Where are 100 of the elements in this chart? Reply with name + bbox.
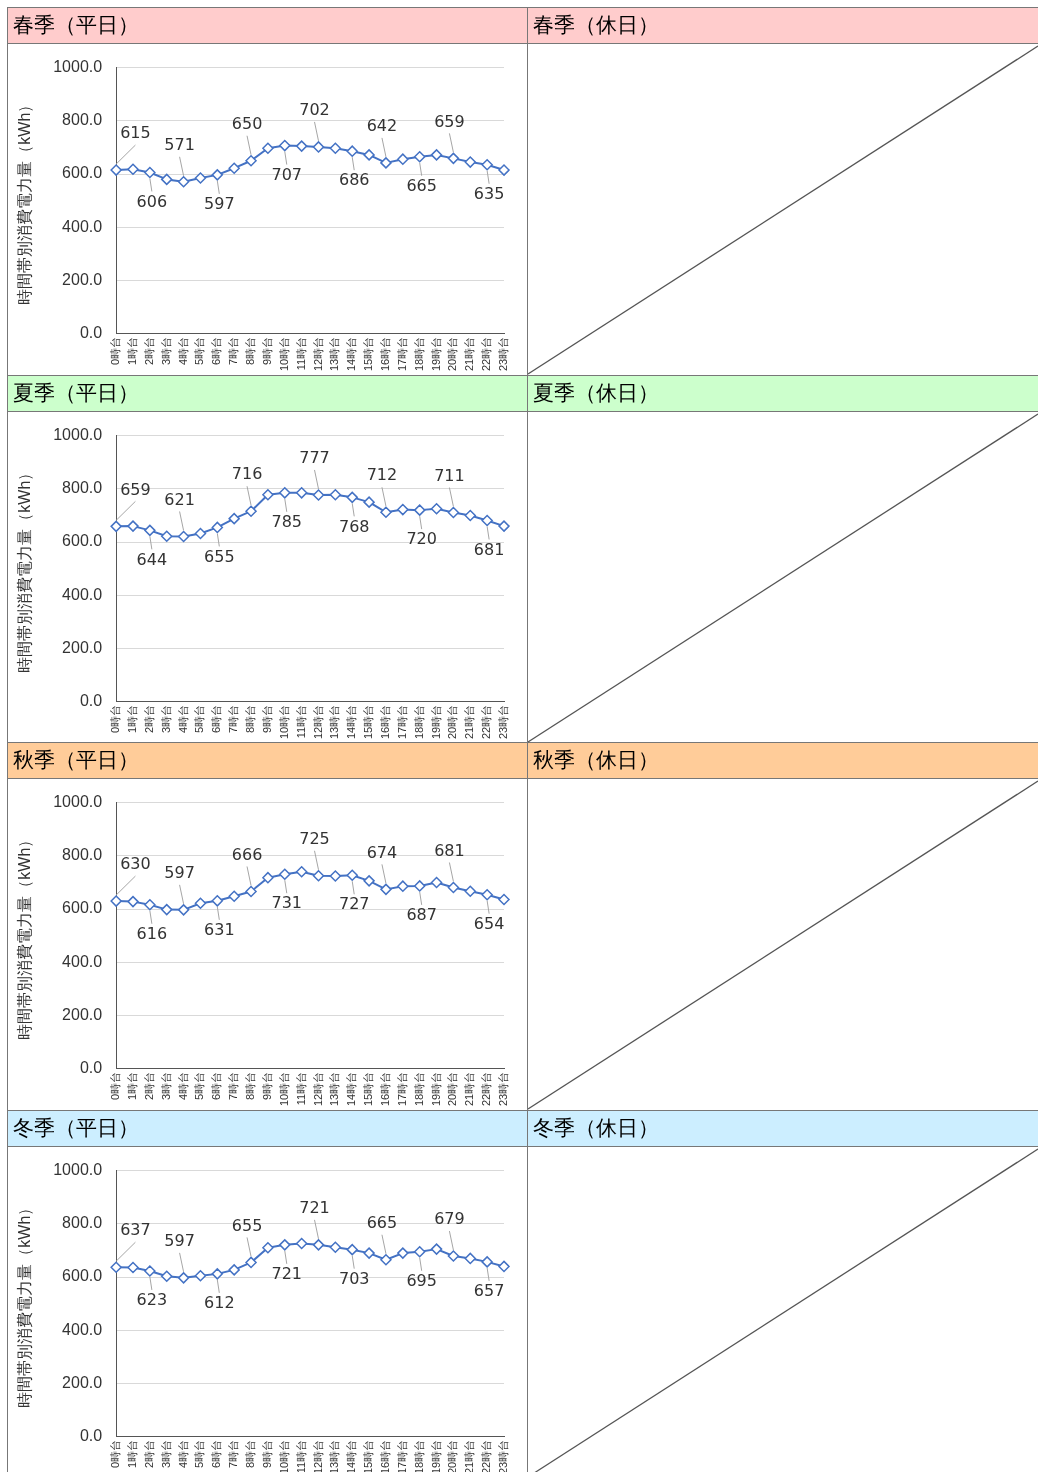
x-tick-label: 15時台: [362, 704, 375, 739]
x-tick-label: 9時台: [260, 336, 273, 365]
x-tick-label: 9時台: [260, 1439, 273, 1468]
x-tick-label: 11時台: [294, 1071, 307, 1106]
data-label: 597: [204, 194, 235, 214]
x-tick-label: 1時台: [126, 1439, 139, 1468]
data-label: 681: [473, 539, 505, 559]
x-tick-label: 6時台: [210, 1071, 223, 1100]
data-label: 655: [231, 1215, 263, 1235]
x-tick-label: 12時台: [311, 1439, 324, 1472]
data-label: 785: [271, 511, 303, 531]
x-tick-label: 13時台: [328, 1439, 341, 1472]
chart-title: 夏季（平日）: [8, 375, 527, 412]
x-tick-label: 21時台: [463, 704, 476, 739]
x-tick-label: 10時台: [277, 1071, 290, 1107]
y-tick-label: 1000.0: [53, 1160, 103, 1178]
x-tick-label: 22時台: [480, 704, 493, 739]
data-label: 725: [299, 828, 330, 848]
x-tick-label: 3時台: [159, 704, 172, 733]
x-tick-label: 9時台: [260, 704, 273, 733]
data-label: 655: [204, 546, 235, 566]
y-tick-label: 400.0: [62, 1320, 103, 1338]
x-tick-label: 16時台: [378, 704, 391, 739]
data-label: 720: [406, 528, 437, 548]
x-tick-label: 16時台: [378, 1071, 391, 1107]
x-tick-label: 19時台: [429, 704, 442, 739]
x-tick-label: 4時台: [176, 1439, 189, 1468]
data-label: 650: [231, 113, 263, 133]
x-tick-label: 18時台: [412, 1071, 425, 1107]
x-tick-label: 3時台: [159, 1439, 172, 1468]
data-label: 721: [271, 1263, 303, 1283]
chart-title: 秋季（平日）: [8, 743, 527, 779]
chart-title: 春季（平日）: [8, 8, 527, 44]
text: 夏季（休日）: [528, 375, 1038, 412]
data-label: 674: [366, 842, 398, 862]
x-tick-label: 0時台: [109, 1071, 122, 1100]
x-tick-label: 17時台: [395, 336, 408, 372]
data-label: 711: [434, 465, 465, 485]
data-label: 597: [164, 1230, 195, 1250]
data-label: 644: [136, 549, 168, 569]
data-label: 659: [120, 479, 151, 499]
y-axis-title: 時間帯別消費電力量（kWh）: [16, 1199, 34, 1408]
x-tick-label: 14時台: [345, 1071, 358, 1107]
y-tick-label: 800.0: [62, 478, 103, 496]
y-tick-label: 400.0: [62, 217, 103, 235]
x-tick-label: 9時台: [260, 1071, 273, 1100]
text: 秋季（休日）: [528, 743, 1038, 779]
x-tick-label: 6時台: [210, 336, 223, 365]
y-tick-label: 0.0: [79, 1059, 103, 1077]
data-label: 681: [434, 840, 465, 860]
y-tick-label: 200.0: [62, 638, 103, 656]
x-tick-label: 16時台: [378, 336, 391, 372]
x-tick-label: 18時台: [412, 1439, 425, 1472]
data-label: 666: [231, 844, 263, 864]
data-label: 777: [299, 447, 330, 467]
y-tick-label: 0.0: [79, 691, 103, 709]
x-tick-label: 13時台: [328, 336, 341, 372]
x-tick-label: 2時台: [142, 336, 155, 365]
x-tick-label: 13時台: [328, 704, 341, 739]
x-tick-label: 4時台: [176, 336, 189, 365]
text: 春季（休日）: [528, 8, 1038, 44]
data-label: 657: [473, 1280, 505, 1300]
y-tick-label: 1000.0: [53, 58, 103, 76]
x-tick-label: 12時台: [311, 336, 324, 372]
data-label: 615: [120, 123, 151, 143]
data-label: 616: [136, 923, 168, 943]
x-tick-label: 17時台: [395, 704, 408, 739]
data-label: 623: [136, 1289, 168, 1309]
y-tick-label: 400.0: [62, 585, 103, 603]
x-tick-label: 22時台: [480, 336, 493, 372]
y-tick-label: 400.0: [62, 952, 103, 970]
data-label: 665: [366, 1212, 398, 1232]
data-label: 606: [136, 191, 168, 211]
x-tick-label: 0時台: [109, 704, 122, 733]
x-tick-label: 8時台: [244, 1439, 257, 1468]
data-label: 631: [204, 919, 235, 939]
x-tick-label: 19時台: [429, 1071, 442, 1107]
data-label: 635: [473, 183, 505, 203]
data-label: 695: [406, 1270, 437, 1290]
x-tick-label: 18時台: [412, 704, 425, 739]
x-tick-label: 2時台: [142, 704, 155, 733]
data-label: 712: [366, 464, 398, 484]
x-tick-label: 19時台: [429, 336, 442, 372]
y-tick-label: 1000.0: [53, 425, 103, 443]
x-tick-label: 6時台: [210, 704, 223, 733]
data-label: 707: [271, 164, 303, 184]
x-tick-label: 15時台: [362, 1439, 375, 1472]
x-tick-label: 11時台: [294, 336, 307, 371]
data-label: 642: [366, 116, 398, 136]
y-tick-label: 1000.0: [53, 793, 103, 811]
x-tick-label: 5時台: [193, 1071, 206, 1100]
y-tick-label: 800.0: [62, 111, 103, 129]
x-tick-label: 23時台: [497, 1071, 510, 1107]
x-tick-label: 23時台: [497, 704, 510, 739]
x-tick-label: 5時台: [193, 336, 206, 365]
x-tick-label: 11時台: [294, 704, 307, 738]
x-tick-label: 10時台: [277, 336, 290, 372]
x-tick-label: 14時台: [345, 336, 358, 372]
x-tick-label: 3時台: [159, 336, 172, 365]
x-tick-label: 7時台: [227, 1439, 240, 1468]
